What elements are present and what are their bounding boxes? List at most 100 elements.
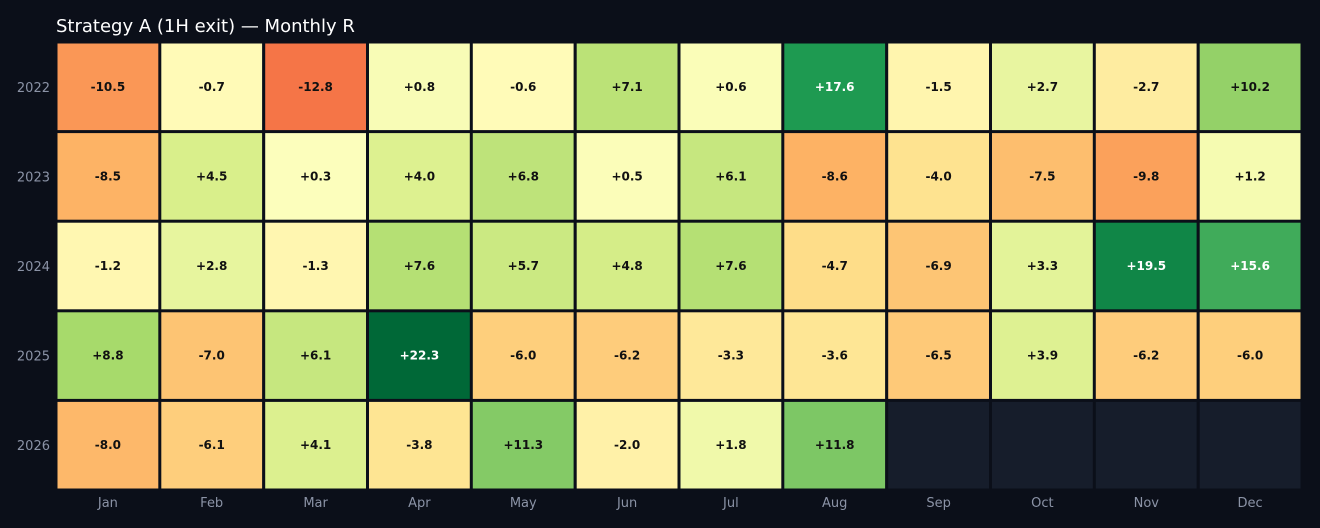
- chart-title: Strategy A (1H exit) — Monthly R: [56, 16, 355, 37]
- x-axis-tick-labels: Jan Feb Mar Apr May Jun Jul Aug Sep Oct Nov Dec: [97, 496, 1263, 511]
- cell-value-label: -6.2: [1133, 349, 1159, 363]
- cell-value-label: +17.6: [815, 80, 855, 94]
- x-tick-label: Jan: [97, 496, 118, 511]
- heatmap-cell: [369, 401, 470, 489]
- y-tick-label: 2026: [17, 439, 50, 454]
- heatmap-cell: [992, 133, 1093, 220]
- cell-value-label: -2.7: [1133, 80, 1159, 94]
- cell-value-label: +7.1: [611, 80, 642, 94]
- x-tick-label: May: [510, 496, 537, 511]
- heatmap-cell: [1095, 133, 1197, 220]
- heatmap-cell: [1095, 312, 1197, 399]
- heatmap-cell: [576, 401, 678, 489]
- x-tick-label: Dec: [1238, 496, 1263, 511]
- cell-value-label: -6.1: [199, 438, 225, 452]
- cell-value-label: +0.8: [404, 80, 435, 94]
- heatmap-cell: [57, 133, 159, 220]
- cell-value-label: +2.7: [1027, 80, 1058, 94]
- heatmap-cell: [57, 222, 159, 310]
- heatmap-cell: [472, 312, 574, 399]
- heatmap-cell: [576, 222, 678, 310]
- cell-value-label: -0.6: [510, 80, 536, 94]
- heatmap-cell: [992, 43, 1093, 131]
- cell-value-label: +4.8: [611, 259, 642, 273]
- heatmap-cell: [369, 43, 470, 131]
- cell-value-label: -6.0: [1237, 349, 1263, 363]
- cell-value-label: +4.5: [196, 169, 227, 183]
- heatmap-cell: [369, 312, 470, 399]
- cell-value-label: +15.6: [1230, 259, 1270, 273]
- cell-value-label: -12.8: [298, 80, 333, 94]
- heatmap-cell: [161, 222, 263, 310]
- x-tick-label: Jul: [722, 496, 739, 511]
- cell-value-label: +19.5: [1126, 259, 1166, 273]
- cell-value-label: -1.5: [925, 80, 951, 94]
- cell-value-label: -9.8: [1133, 169, 1159, 183]
- heatmap-cell: [369, 222, 470, 310]
- heatmap-cell: [888, 133, 989, 220]
- cell-value-label: +10.2: [1230, 80, 1270, 94]
- heatmap-cell: [784, 312, 886, 399]
- cell-value-label: +2.8: [196, 259, 227, 273]
- heatmap-cell: [265, 222, 366, 310]
- heatmap-cell: [992, 222, 1093, 310]
- heatmap-cell: [1199, 222, 1301, 310]
- cell-value-label: +1.8: [715, 438, 746, 452]
- cell-value-label: +6.8: [508, 169, 539, 183]
- cell-value-label: -3.8: [406, 438, 432, 452]
- heatmap-cell: [784, 43, 886, 131]
- heatmap-cell: [369, 133, 470, 220]
- cell-value-label: -8.6: [822, 169, 848, 183]
- cell-value-label: +6.1: [715, 169, 746, 183]
- cell-value-label: -0.7: [199, 80, 225, 94]
- y-tick-label: 2025: [17, 350, 50, 365]
- y-tick-label: 2024: [17, 260, 50, 275]
- cell-value-label: +11.8: [815, 438, 855, 452]
- heatmap-cell: [784, 133, 886, 220]
- cell-value-label: -6.2: [614, 349, 640, 363]
- heatmap-cell: [161, 43, 263, 131]
- heatmap-cell: [161, 401, 263, 489]
- heatmap-cell: [265, 43, 366, 131]
- cell-value-label: -3.6: [822, 349, 848, 363]
- cell-value-label: +4.0: [404, 169, 435, 183]
- cell-value-label: +1.2: [1234, 169, 1265, 183]
- heatmap-cell: [680, 401, 782, 489]
- x-tick-label: Feb: [200, 496, 223, 511]
- x-tick-label: Nov: [1134, 496, 1160, 511]
- x-tick-label: Apr: [408, 496, 431, 511]
- cell-value-label: -10.5: [91, 80, 126, 94]
- cell-value-label: +6.1: [300, 349, 331, 363]
- cell-value-label: +0.6: [715, 80, 746, 94]
- cell-value-label: +3.9: [1027, 349, 1058, 363]
- heatmap-cell: [161, 133, 263, 220]
- cell-value-label: +5.7: [508, 259, 539, 273]
- heatmap-cell: [1095, 222, 1197, 310]
- heatmap-cell: [680, 133, 782, 220]
- heatmap-cell: [161, 312, 263, 399]
- cell-value-label: -3.3: [718, 349, 744, 363]
- heatmap-cell: [1095, 401, 1197, 489]
- heatmap-cell: [1199, 133, 1301, 220]
- cell-value-label: +7.6: [404, 259, 435, 273]
- heatmap-cell: [784, 401, 886, 489]
- y-tick-label: 2022: [17, 81, 50, 96]
- heatmap-cells: -10.5 -0.7 -12.8 +0.8 -0.6 +7.1 +0.6 +17.6 -1.5 +…: [57, 43, 1301, 489]
- heatmap-cell: [992, 401, 1093, 489]
- heatmap-cell: [888, 222, 989, 310]
- heatmap-cell: [1199, 401, 1301, 489]
- cell-value-label: -6.9: [925, 259, 951, 273]
- heatmap-cell: [265, 312, 366, 399]
- cell-value-label: +3.3: [1027, 259, 1058, 273]
- heatmap-cell: [992, 312, 1093, 399]
- cell-value-label: -8.0: [95, 438, 121, 452]
- heatmap-cell: [576, 312, 678, 399]
- heatmap-cell: [472, 133, 574, 220]
- heatmap-cell: [576, 43, 678, 131]
- cell-value-label: -7.0: [199, 349, 225, 363]
- heatmap-cell: [265, 401, 366, 489]
- heatmap-cell: [265, 133, 366, 220]
- cell-value-label: -8.5: [95, 169, 121, 183]
- heatmap-cell: [57, 43, 159, 131]
- x-tick-label: Mar: [303, 496, 328, 511]
